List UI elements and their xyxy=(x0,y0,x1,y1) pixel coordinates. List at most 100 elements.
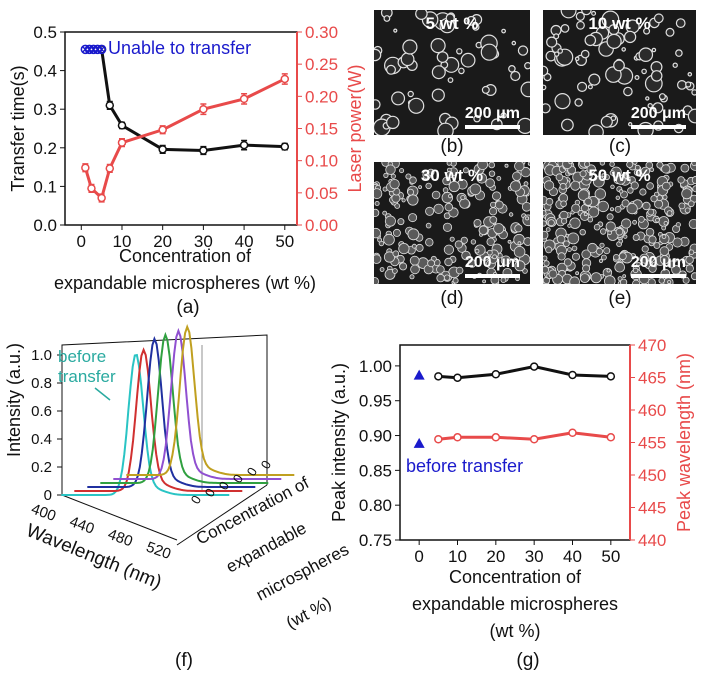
y-tick-label-left-g: 0.95 xyxy=(359,392,392,411)
panel-label-f: (f) xyxy=(175,650,193,671)
y-tick-label-right-g: 445 xyxy=(638,499,666,518)
spectrum-1 xyxy=(74,347,243,492)
panel-f-group xyxy=(57,323,295,546)
data-point-a xyxy=(117,138,127,147)
microsphere xyxy=(597,200,609,213)
microsphere xyxy=(581,10,592,16)
microsphere xyxy=(517,241,522,246)
microsphere xyxy=(460,236,468,244)
series-line-a-2 xyxy=(83,77,286,201)
micrograph-texture xyxy=(374,162,530,284)
microsphere xyxy=(399,168,405,174)
microsphere xyxy=(527,162,530,166)
microsphere xyxy=(560,118,574,132)
microsphere xyxy=(652,102,664,114)
microsphere xyxy=(651,47,657,53)
microsphere xyxy=(609,170,615,176)
microsphere xyxy=(508,64,516,73)
micrograph-label: 5 wt % xyxy=(425,14,479,33)
scale-bar: 200 μm xyxy=(630,254,686,278)
microsphere xyxy=(599,162,606,166)
micrograph-texture xyxy=(543,162,696,284)
microsphere xyxy=(579,228,586,236)
x-tick-label-a: 40 xyxy=(235,232,254,251)
microsphere xyxy=(391,268,398,274)
microsphere xyxy=(431,88,445,102)
microsphere xyxy=(514,162,525,172)
data-point-g xyxy=(606,372,616,381)
microsphere xyxy=(632,279,641,284)
y-tick-label-f: 0 xyxy=(44,487,52,504)
scale-bar-label: 200 μm xyxy=(464,105,520,122)
microsphere xyxy=(619,189,624,194)
microsphere xyxy=(650,70,663,82)
y-axis-label-left-g: Peak intensity (a.u.) xyxy=(329,363,349,522)
microsphere xyxy=(656,162,664,169)
microsphere xyxy=(579,273,590,283)
microsphere xyxy=(587,242,598,254)
microsphere xyxy=(645,227,655,237)
microsphere xyxy=(621,199,630,208)
microsphere xyxy=(520,166,530,178)
microsphere xyxy=(560,23,570,33)
microsphere xyxy=(545,246,553,254)
microsphere xyxy=(436,265,445,274)
microsphere xyxy=(601,173,606,178)
microsphere xyxy=(591,10,597,16)
microsphere xyxy=(560,217,568,225)
microsphere xyxy=(623,234,628,239)
microsphere xyxy=(456,48,463,55)
microsphere xyxy=(692,185,696,193)
microsphere xyxy=(684,207,691,214)
microsphere xyxy=(609,162,615,167)
microsphere xyxy=(567,223,572,228)
microsphere xyxy=(651,261,658,268)
microsphere xyxy=(614,206,622,213)
microsphere xyxy=(452,277,459,284)
annotation-arrow-f xyxy=(94,387,111,401)
microsphere xyxy=(569,217,581,229)
microsphere xyxy=(486,237,495,246)
microsphere xyxy=(410,264,420,275)
microsphere xyxy=(444,202,453,212)
microsphere xyxy=(682,276,690,284)
microsphere xyxy=(600,228,607,235)
x-axis-label-g: Concentration of xyxy=(449,567,582,587)
microsphere xyxy=(383,233,395,246)
data-point-g xyxy=(491,433,501,442)
data-point-a xyxy=(158,145,167,154)
microsphere xyxy=(442,176,451,186)
microsphere xyxy=(574,98,583,107)
microsphere xyxy=(374,188,383,199)
microsphere xyxy=(643,27,651,35)
microsphere xyxy=(688,249,695,255)
microsphere xyxy=(374,227,381,239)
microsphere xyxy=(614,261,625,273)
microsphere xyxy=(649,167,655,172)
data-point-a xyxy=(87,184,96,193)
microsphere xyxy=(442,187,449,193)
series-line-a-0 xyxy=(100,49,285,153)
x-tick-label-f: 520 xyxy=(144,539,173,564)
microsphere xyxy=(462,167,469,174)
microsphere xyxy=(685,81,692,88)
microsphere xyxy=(688,200,695,208)
microsphere xyxy=(691,175,696,185)
y-tick-label-left-g: 1.00 xyxy=(359,357,392,376)
x-axis-label-f: Wavelength (nm) xyxy=(23,520,164,593)
microsphere xyxy=(472,23,480,31)
microsphere xyxy=(606,268,611,273)
microsphere xyxy=(398,243,410,255)
microsphere xyxy=(522,268,528,274)
microsphere xyxy=(405,173,412,180)
microsphere xyxy=(382,210,388,216)
data-point-triangle-g xyxy=(413,437,425,448)
data-point-a xyxy=(158,125,167,135)
microsphere xyxy=(653,242,661,249)
micrograph-texture xyxy=(374,10,530,135)
y-tick-label-left-g: 0.75 xyxy=(359,531,392,550)
microsphere xyxy=(425,206,435,216)
data-point-g xyxy=(606,433,616,442)
microsphere xyxy=(374,99,381,110)
y-tick-label-right-g: 455 xyxy=(638,434,666,453)
